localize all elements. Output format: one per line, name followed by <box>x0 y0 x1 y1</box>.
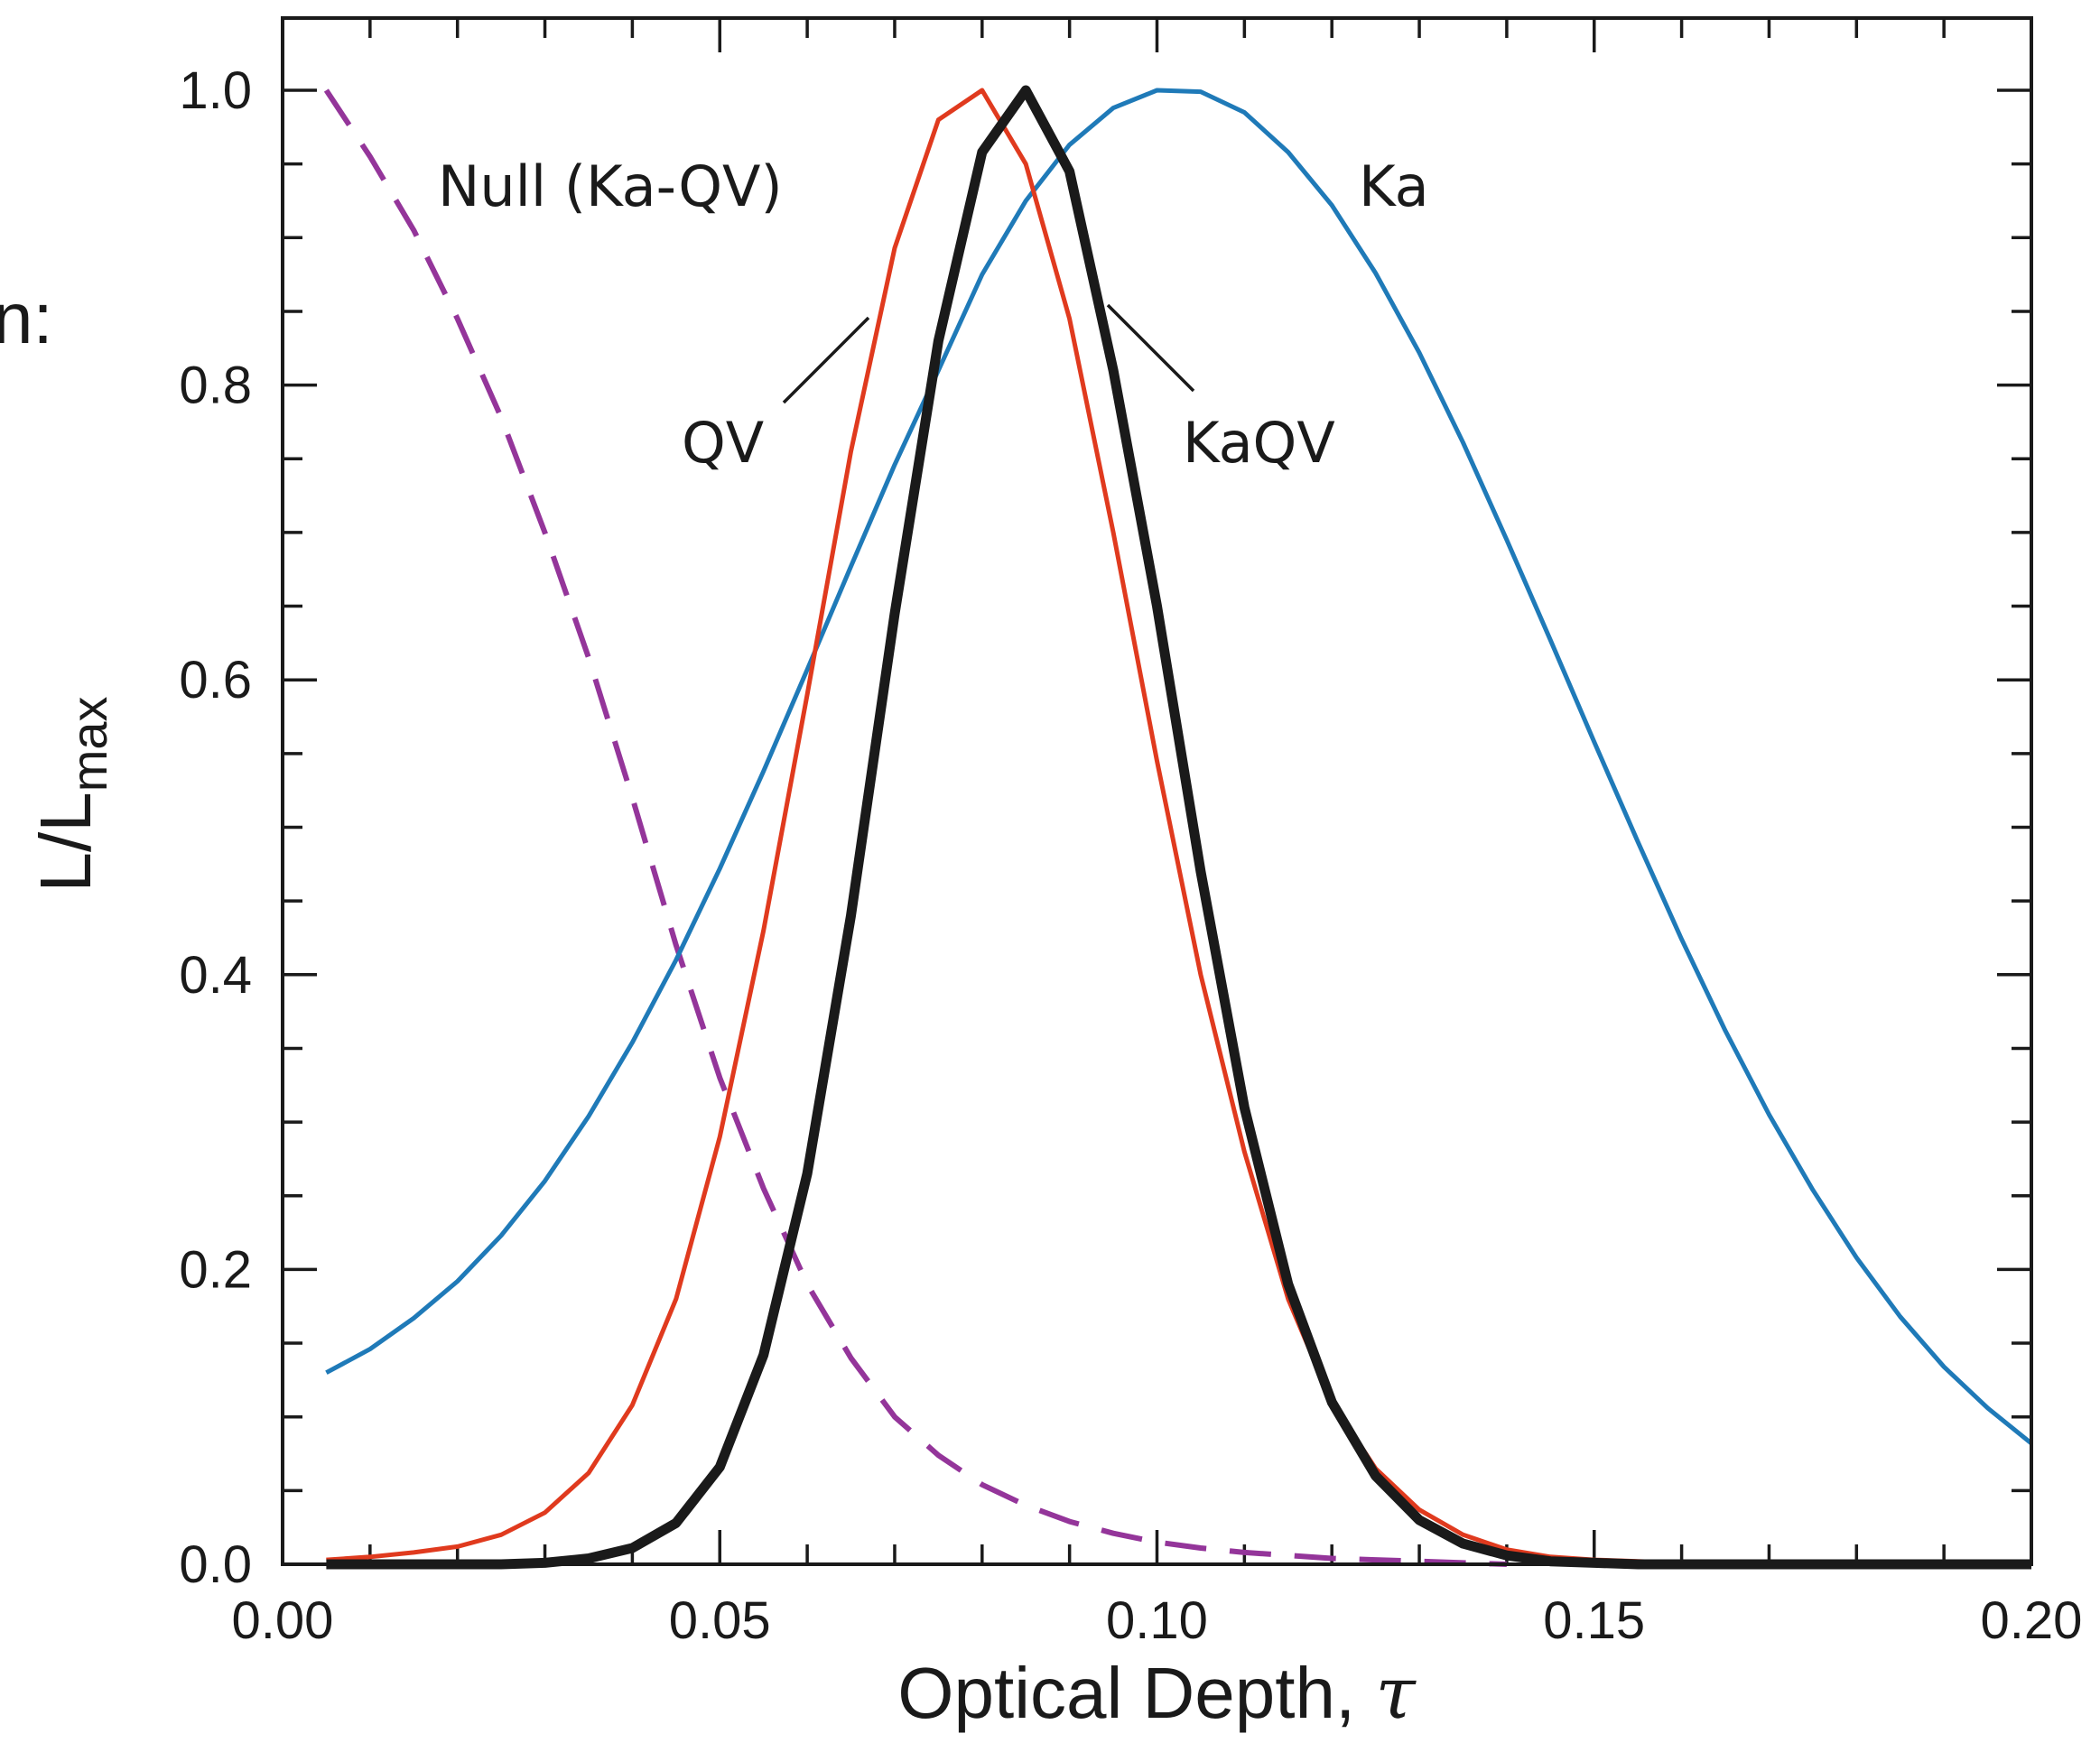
x-tick-label: 0.20 <box>1981 1591 2083 1650</box>
x-tick-label: 0.00 <box>232 1591 334 1650</box>
qv-leader-line <box>782 316 870 404</box>
series-line-qv <box>326 88 2031 1567</box>
y-tick-label: 0.8 <box>179 357 252 415</box>
x-tick-label: 0.15 <box>1543 1591 1645 1650</box>
annotations: Null (Ka-QV) Ka QV KaQV <box>438 153 1429 476</box>
cropped-fragment-text: n: <box>0 278 53 358</box>
y-tick-label: 0.6 <box>179 651 252 709</box>
x-axis-title: Optical Depth, τ <box>897 1651 1417 1735</box>
x-tick-label: 0.10 <box>1106 1591 1208 1650</box>
x-axis-label: Optical Depth, <box>897 1653 1375 1733</box>
series-line-ka <box>325 88 2033 1446</box>
y-tick-label: 0.2 <box>179 1240 252 1299</box>
y-tick-label: 0.4 <box>179 946 252 1005</box>
tau-symbol: τ <box>1375 1651 1417 1735</box>
y-axis-label-sub: max <box>60 696 117 792</box>
y-axis-label-main: L/L <box>25 792 106 892</box>
x-tick-label: 0.05 <box>669 1591 771 1650</box>
annotation-ka: Ka <box>1359 153 1429 219</box>
series-line-null-ka-qv <box>323 88 1507 1567</box>
plot-frame <box>281 16 2033 1566</box>
kaqv-leader-line <box>1106 303 1195 393</box>
y-axis-title: L/Lmax <box>25 696 117 892</box>
y-tick-label: 0.0 <box>179 1535 252 1594</box>
annotation-qv: QV <box>682 410 764 476</box>
y-ticks: 0.0 0.2 0.4 0.6 0.8 1.0 <box>179 61 2031 1594</box>
series-layer <box>323 85 2033 1570</box>
x-ticks: 0.00 0.05 0.10 0.15 0.20 <box>232 18 2083 1650</box>
series-line-kaqv <box>326 85 2031 1570</box>
annotation-kaqv: KaQV <box>1183 410 1335 476</box>
y-tick-label: 1.0 <box>179 61 252 120</box>
annotation-null: Null (Ka-QV) <box>438 153 783 219</box>
